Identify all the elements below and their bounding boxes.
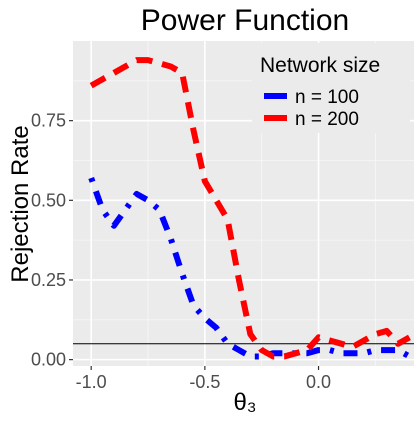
y-axis: 0.00 0.25 0.50 0.75 [31,111,73,370]
grid-major [73,41,414,366]
x-tick-label: 0.0 [306,372,331,392]
series-layer [88,57,411,360]
y-axis-label: Rejection Rate [7,125,34,282]
legend-title: Network size [260,54,380,77]
series-line-n200 [89,57,411,360]
chart-title: Power Function [141,4,349,37]
x-tick-label: -1.0 [76,372,107,392]
legend-label-n100: n = 100 [295,87,359,108]
y-tick-label: 0.50 [31,190,66,210]
x-axis-label: θ₃ [233,389,256,416]
legend-label-n200: n = 200 [295,109,359,130]
y-tick-label: 0.75 [31,111,66,131]
y-tick-label: 0.00 [31,350,66,370]
series-line-n100 [88,177,411,360]
legend: Network size n = 100 n = 200 [252,43,410,133]
x-tick-label: -0.5 [189,372,220,392]
x-axis: -1.0 -0.5 0.0 [76,366,331,392]
y-tick-label: 0.25 [31,270,66,290]
